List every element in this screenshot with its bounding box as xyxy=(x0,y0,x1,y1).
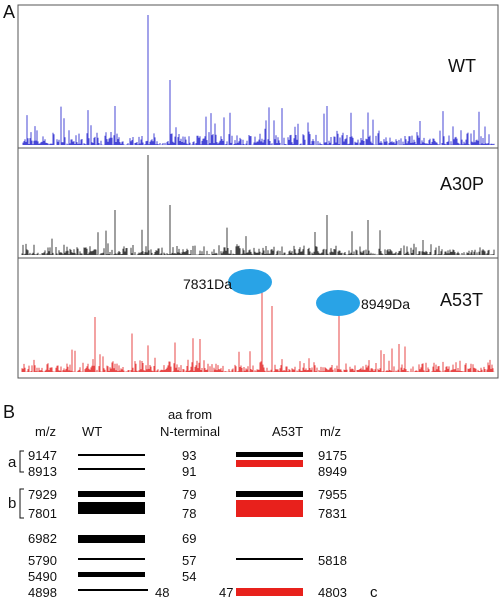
fragment-bars xyxy=(78,452,303,596)
aa: 91 xyxy=(182,464,196,479)
aa: 57 xyxy=(182,553,196,568)
spectrum-trace xyxy=(21,155,495,255)
bar xyxy=(236,460,303,467)
group-label: c xyxy=(370,584,378,600)
bar xyxy=(78,491,145,497)
mz: 8949 xyxy=(318,464,347,479)
bar xyxy=(78,468,145,470)
group-label: b xyxy=(8,495,16,512)
spectrum-label: A53T xyxy=(440,290,483,310)
spectrum-trace xyxy=(22,15,495,145)
mz: 7831 xyxy=(318,506,347,521)
annotation: 8949Da xyxy=(361,296,410,312)
header: aa from xyxy=(168,407,212,422)
aa: 79 xyxy=(182,487,196,502)
aa: 69 xyxy=(182,531,196,546)
header: m/z xyxy=(320,424,341,439)
aa: 48 xyxy=(155,585,169,600)
highlight xyxy=(316,290,360,316)
bar xyxy=(236,500,303,517)
bar xyxy=(78,589,148,591)
mz: 4803 xyxy=(318,585,347,600)
bar xyxy=(78,502,145,514)
bar xyxy=(236,452,303,457)
mz: 9175 xyxy=(318,448,347,463)
bracket xyxy=(19,488,24,519)
bar xyxy=(78,558,145,560)
bar xyxy=(78,535,145,543)
mz: 9147 xyxy=(28,448,57,463)
aa: 47 xyxy=(219,585,233,600)
bar xyxy=(236,588,303,596)
bar xyxy=(78,572,145,577)
header: WT xyxy=(82,424,102,439)
mz: 7929 xyxy=(28,487,57,502)
mz: 6982 xyxy=(28,531,57,546)
header: A53T xyxy=(272,424,303,439)
highlight xyxy=(228,269,272,295)
frame xyxy=(17,4,499,379)
spectrum-trace xyxy=(21,273,495,372)
header: m/z xyxy=(35,424,56,439)
header: N-terminal xyxy=(160,424,220,439)
spectrum-label: A30P xyxy=(440,174,484,194)
spectrum-label: WT xyxy=(448,56,476,76)
aa: 78 xyxy=(182,506,196,521)
mz: 5818 xyxy=(318,553,347,568)
panel-label: B xyxy=(3,402,15,422)
mz: 4898 xyxy=(28,585,57,600)
aa: 54 xyxy=(182,569,196,584)
mz: 5490 xyxy=(28,569,57,584)
mz: 5790 xyxy=(28,553,57,568)
aa: 93 xyxy=(182,448,196,463)
bracket xyxy=(19,450,24,473)
mz: 7955 xyxy=(318,487,347,502)
mz: 7801 xyxy=(28,506,57,521)
panel-label: A xyxy=(3,2,15,22)
bar xyxy=(78,454,145,456)
bar xyxy=(236,558,303,560)
group-label: a xyxy=(8,454,17,471)
spectra xyxy=(17,4,499,379)
mz: 8913 xyxy=(28,464,57,479)
bar xyxy=(236,491,303,497)
annotation: 7831Da xyxy=(183,276,232,292)
